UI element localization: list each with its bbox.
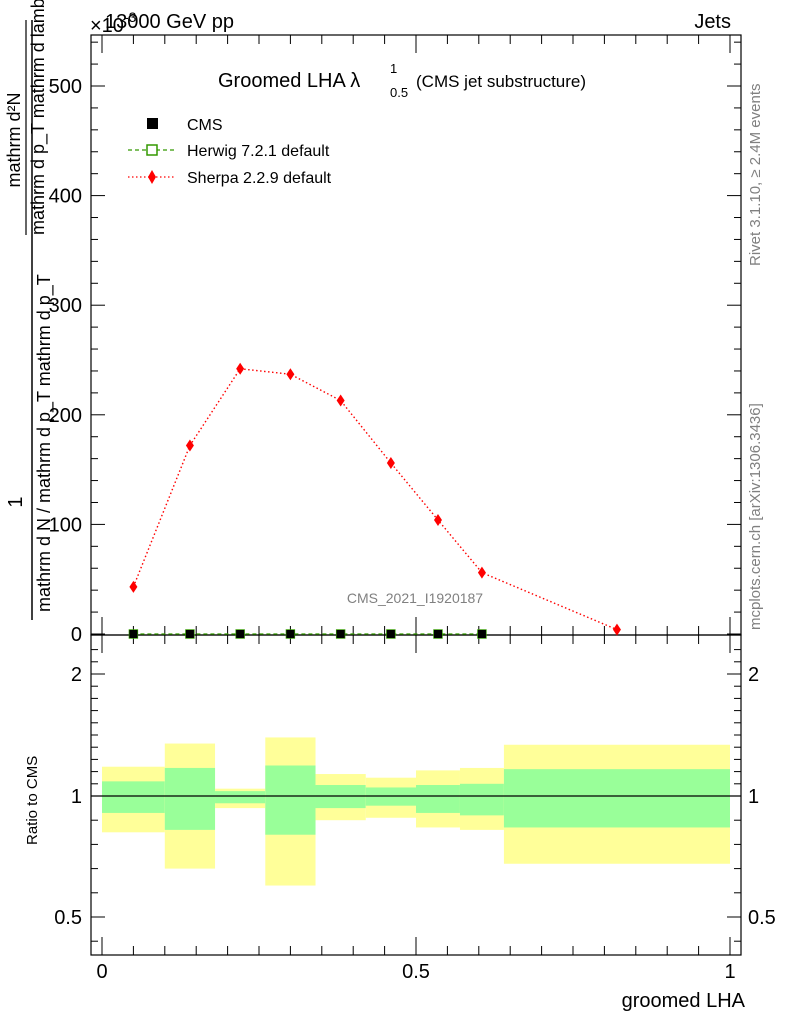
legend-label-herwig: Herwig 7.2.1 default	[187, 143, 330, 160]
rivet-note: Rivet 3.1.10, ≥ 2.4M events	[747, 84, 764, 267]
x-tick-label: 0	[96, 961, 107, 983]
x-axis-label: groomed LHA	[622, 990, 746, 1012]
ratio-y-ticks: 0.5 0.5 1 1 2 2	[54, 649, 776, 942]
main-ytick-label: 400	[49, 186, 82, 208]
chart-title-note: (CMS jet substructure)	[416, 72, 586, 91]
sherpa-point	[386, 457, 395, 470]
legend-marker-herwig	[146, 144, 158, 156]
chart-title-sub: 0.5	[390, 85, 408, 100]
mcplots-note: mcplots.cern.ch [arXiv:1306.3436]	[747, 403, 764, 630]
cms-point	[185, 630, 194, 638]
y-label-denominator: mathrm d p_T mathrm d lambda	[28, 0, 49, 235]
ratio-y-label: Ratio to CMS	[24, 756, 41, 845]
y-axis-label: 1 mathrm d N / mathrm d p_T mathrm d p_T…	[4, 0, 55, 620]
ratio-bands	[102, 737, 730, 886]
header-left: 13000 GeV pp	[105, 11, 234, 33]
y-label-lead: 1	[5, 496, 27, 507]
ratio-inner-band-0	[102, 781, 165, 813]
sherpa-point	[336, 394, 345, 407]
y-label-dN: mathrm d²N	[4, 92, 24, 187]
ratio-inner-band-8	[503, 769, 730, 828]
main-ytick-label: 300	[49, 295, 82, 317]
x-ticks: 0 0.5 1	[96, 35, 736, 983]
cms-point	[386, 630, 395, 638]
legend-marker-sherpa	[148, 170, 156, 184]
sherpa-point	[129, 580, 138, 593]
analysis-watermark: CMS_2021_I1920187	[347, 590, 483, 606]
main-y-ticks: 0 100 200 300 400 500	[49, 41, 741, 646]
ratio-ytick-label-right: 0.5	[748, 907, 776, 929]
chart-title-sup: 1	[390, 61, 397, 76]
sherpa-point	[612, 623, 621, 636]
y-label-numerator-text: mathrm d N / mathrm d p_T mathrm d p_T	[34, 274, 55, 612]
ratio-ytick-label-right: 1	[748, 786, 759, 808]
ratio-inner-band-1	[164, 767, 216, 830]
cms-point	[336, 630, 345, 638]
legend: CMS Herwig 7.2.1 default Sherpa 2.2.9 de…	[128, 117, 332, 187]
cms-point	[286, 630, 295, 638]
sherpa-point	[236, 362, 245, 375]
cms-point	[433, 630, 442, 638]
ratio-inner-band-7	[459, 783, 504, 816]
ratio-ytick-label-left: 1	[71, 786, 82, 808]
ratio-ytick-label-right: 2	[748, 664, 759, 686]
ratio-ytick-label-left: 0.5	[54, 907, 82, 929]
header-right: Jets	[694, 11, 731, 33]
x-tick-label: 1	[724, 961, 735, 983]
legend-label-cms: CMS	[187, 117, 223, 134]
sherpa-point	[185, 439, 194, 452]
ratio-inner-band-3	[265, 765, 316, 835]
main-ytick-label: 0	[71, 624, 82, 646]
cms-point	[236, 630, 245, 638]
ratio-inner-band-6	[416, 785, 460, 813]
series-layer	[128, 362, 621, 639]
legend-marker-cms	[147, 118, 158, 129]
sherpa-point	[477, 566, 486, 579]
main-ytick-label: 200	[49, 405, 82, 427]
legend-label-sherpa: Sherpa 2.2.9 default	[187, 170, 332, 187]
x-tick-label: 0.5	[402, 961, 430, 983]
main-ytick-label: 100	[49, 514, 82, 536]
ratio-ytick-label-left: 2	[71, 664, 82, 686]
ratio-inner-band-2	[215, 791, 266, 804]
cms-point	[477, 630, 486, 638]
scale-factor: ×10-3	[90, 9, 137, 37]
cms-point	[129, 630, 138, 638]
main-ytick-label: 500	[49, 76, 82, 98]
sherpa-point	[433, 514, 442, 527]
sherpa-point	[286, 368, 295, 381]
chart-title: Groomed LHA λ	[218, 70, 360, 92]
